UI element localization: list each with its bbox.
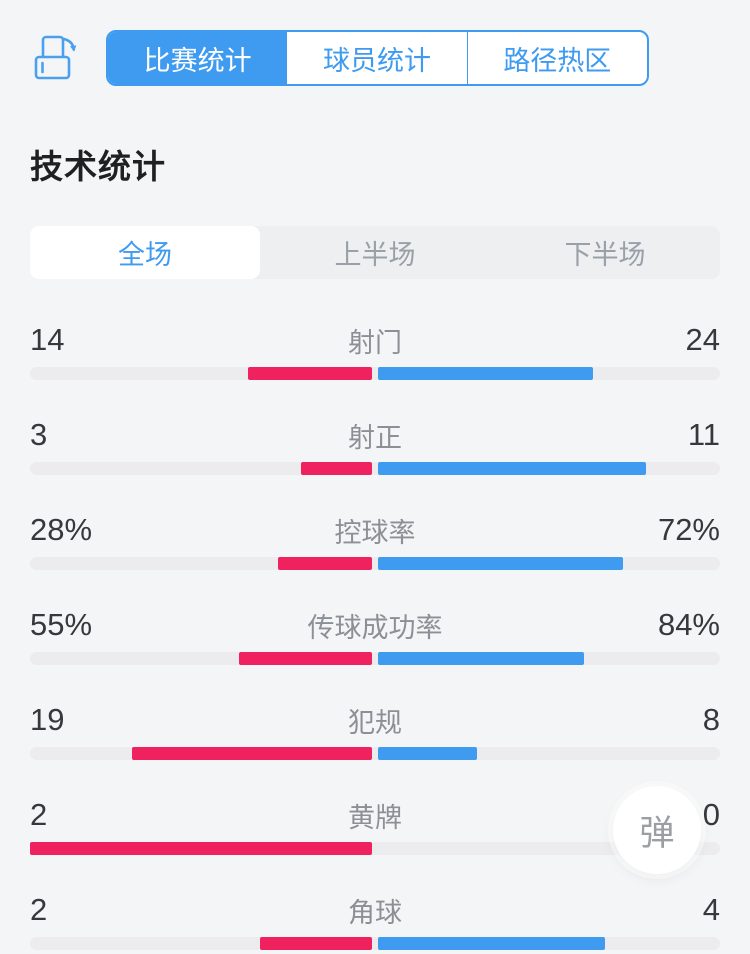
home-value: 3 [30,417,48,452]
stat-row: 14 射门 24 [30,322,720,380]
away-value: 8 [702,702,720,737]
home-bar [278,557,372,570]
stat-name: 射正 [348,422,402,453]
period-tab-first-half[interactable]: 上半场 [260,226,490,279]
away-value: 24 [685,322,720,357]
danmu-toggle-button[interactable]: 弹 [613,786,701,874]
home-bar [132,747,372,760]
home-value: 2 [30,797,48,832]
stat-name: 角球 [348,897,402,928]
stat-labels: 28% 控球率 72% [30,512,720,548]
away-value: 0 [702,797,720,832]
stat-labels: 2 黄牌 0 [30,797,720,833]
period-tab-full[interactable]: 全场 [30,226,260,279]
away-bar [378,937,605,950]
bar-track [30,557,720,570]
home-value: 2 [30,892,48,927]
away-bar [378,747,478,760]
stat-name: 射门 [348,327,402,358]
stat-name: 传球成功率 [307,612,443,643]
rotate-screen-icon[interactable] [33,34,79,82]
home-value: 14 [30,322,65,357]
stat-name: 黄牌 [348,802,402,833]
away-value: 11 [687,417,720,452]
home-bar [301,462,372,475]
home-value: 28% [30,512,93,547]
stat-row: 3 射正 11 [30,417,720,475]
away-bar [378,557,624,570]
tab-path-heatmap[interactable]: 路径热区 [466,32,647,84]
stats-list: 14 射门 24 3 射正 11 28% 控球率 [30,322,720,950]
stat-row: 2 黄牌 0 [30,797,720,855]
home-value: 55% [30,607,93,642]
stat-name: 控球率 [334,517,416,548]
bar-track [30,367,720,380]
stat-row: 55% 传球成功率 84% [30,607,720,665]
stat-labels: 14 射门 24 [30,322,720,358]
bar-track [30,462,720,475]
stat-labels: 19 犯规 8 [30,702,720,738]
bar-track [30,747,720,760]
top-bar: 比赛统计 球员统计 路径热区 [0,0,750,86]
away-bar [378,367,593,380]
tab-match-stats[interactable]: 比赛统计 [108,32,288,84]
away-value: 72% [657,512,720,547]
stat-row: 2 角球 4 [30,892,720,950]
away-bar [378,462,647,475]
bar-track [30,842,720,855]
home-value: 19 [30,702,65,737]
stat-labels: 55% 传球成功率 84% [30,607,720,643]
away-value: 84% [657,607,720,642]
period-tab-second-half[interactable]: 下半场 [490,226,720,279]
tab-player-stats[interactable]: 球员统计 [287,32,466,84]
bar-track [30,652,720,665]
bar-track [30,937,720,950]
stat-labels: 2 角球 4 [30,892,720,928]
away-bar [378,652,584,665]
home-bar [247,367,372,380]
stat-labels: 3 射正 11 [30,417,720,453]
stat-name: 犯规 [348,707,402,738]
home-bar [238,652,372,665]
away-value: 4 [702,892,720,927]
period-tabs: 全场 上半场 下半场 [30,226,720,279]
page-title: 技术统计 [30,148,166,185]
home-bar [30,842,372,855]
top-tabs: 比赛统计 球员统计 路径热区 [106,30,649,86]
home-bar [259,937,372,950]
stat-row: 19 犯规 8 [30,702,720,760]
stat-row: 28% 控球率 72% [30,512,720,570]
